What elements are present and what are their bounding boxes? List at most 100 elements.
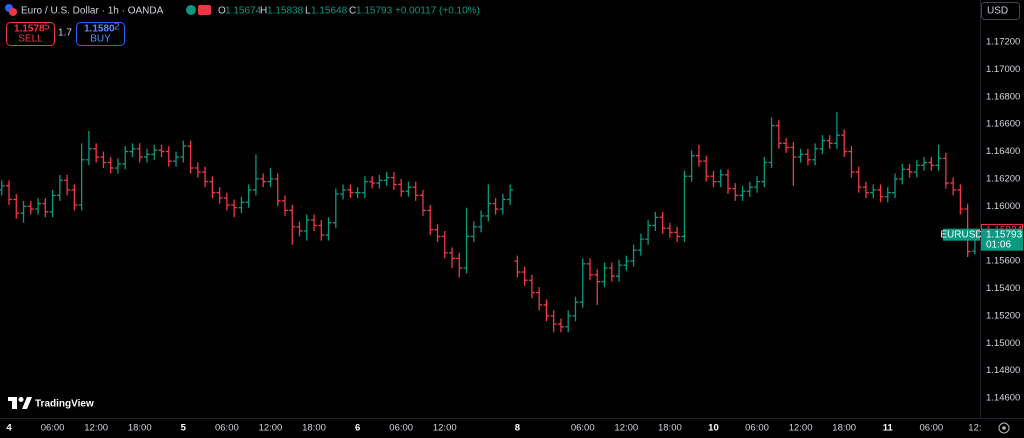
ohlc-bar <box>754 176 761 193</box>
flag-icon <box>9 8 17 16</box>
ohlc-bar <box>485 184 492 222</box>
ohlc-bar <box>703 155 710 182</box>
ohlc-bar <box>623 255 630 271</box>
logo-mark <box>8 397 17 409</box>
ohlc-bar <box>543 299 550 322</box>
ohlc-bar <box>666 222 673 238</box>
x-tick-label: 12:00 <box>614 423 638 434</box>
ohlc-bar <box>427 204 434 236</box>
ohlc-bar <box>441 230 448 259</box>
axes: 1.14600 1.14800 1.15000 1.15200 1.15400 1.156… <box>6 37 1020 434</box>
buy-pip: 2 <box>114 22 120 33</box>
x-tick-label: 06:00 <box>919 423 943 434</box>
ohlc-bar <box>884 187 891 203</box>
x-tick-label: 12:00 <box>259 423 283 434</box>
y-tick-label: 1.16400 <box>986 146 1020 157</box>
y-tick-label: 1.17000 <box>986 64 1020 75</box>
settings-button[interactable] <box>998 422 1010 434</box>
ohlc-bar <box>13 194 20 219</box>
symbol-box <box>943 228 980 241</box>
x-tick-label: 10 <box>708 423 719 434</box>
ohlc-bar <box>398 178 405 197</box>
ohlc-bar <box>267 167 274 188</box>
ohlc-bar <box>27 200 34 215</box>
ohlc-bar <box>311 214 318 231</box>
symbol-header: Euro / U.S. Dollar · 1h · OANDA O 1.1567… <box>5 4 480 17</box>
ohlc-bar <box>238 196 245 214</box>
logo-text: TradingView <box>35 399 94 410</box>
ohlc-bar <box>688 150 695 182</box>
ohlc-bar <box>855 166 862 193</box>
ohlc-bar <box>143 148 150 163</box>
y-tick-label: 1.16200 <box>986 173 1020 184</box>
ohlc-bar <box>587 258 594 281</box>
last-price-label: 1.15793 <box>986 229 1023 240</box>
ohlc-bar <box>49 189 56 218</box>
logo: TradingView <box>8 397 94 410</box>
ohlc-bar <box>833 111 840 149</box>
ohlc-bar <box>928 157 935 171</box>
ohlc-bars <box>0 111 978 333</box>
y-tick-label: 1.14600 <box>986 393 1020 404</box>
ohlc-bar <box>100 151 107 168</box>
ohlc-bar <box>935 144 942 171</box>
y-tick-label: 1.16000 <box>986 201 1020 212</box>
ohlc-bar <box>136 143 143 163</box>
ohlc-bar <box>768 117 775 168</box>
ohlc-bar <box>913 159 920 178</box>
x-tick-label: 12:00 <box>84 423 108 434</box>
ohlc-bar <box>354 187 361 199</box>
x-tick-label: 8 <box>515 423 520 434</box>
sell-label: SELL <box>18 34 43 45</box>
ohlc-label: O <box>218 6 226 17</box>
ohlc-bar <box>724 169 731 195</box>
ohlc-bar <box>0 180 5 196</box>
ohlc-bar <box>296 221 303 237</box>
ohlc-bar <box>746 181 753 197</box>
trade-buttons: 1.1578 5 SELL 1.7 1.1580 2 BUY <box>6 22 125 46</box>
ohlc-bar <box>492 198 499 215</box>
x-tick-label: 18:00 <box>302 423 326 434</box>
ohlc-bar <box>383 172 390 186</box>
sell-button[interactable] <box>6 22 55 46</box>
ohlc-bar <box>456 252 463 278</box>
ohlc-bar <box>376 174 383 189</box>
ohlc-bar <box>906 163 913 178</box>
ohlc-bar <box>659 211 666 234</box>
ohlc-bar <box>630 244 637 267</box>
buy-button[interactable] <box>76 22 125 46</box>
ohlc-bar <box>717 169 724 188</box>
symbol-title: Euro / U.S. Dollar · 1h · OANDA <box>21 6 164 17</box>
ohlc-bar <box>921 157 928 171</box>
ohlc-label: L <box>305 6 311 17</box>
x-tick-label: 11 <box>883 423 894 434</box>
ohlc-bar <box>165 146 172 167</box>
ohlc-bar <box>325 217 332 241</box>
ohlc-bar <box>303 214 310 241</box>
ohlc-bar <box>478 210 485 233</box>
ohlc-bar <box>56 174 63 201</box>
ohlc-bar <box>281 195 288 216</box>
ohlc-bar <box>361 176 368 199</box>
ohlc-bar <box>194 162 201 178</box>
ohlc-value: 1.15793 <box>356 6 393 17</box>
x-tick-label: 12: <box>968 423 981 434</box>
ohlc-bar <box>64 174 71 196</box>
ohlc-label: H <box>260 6 267 17</box>
x-tick-label: 06:00 <box>215 423 239 434</box>
ohlc-bar <box>463 207 470 274</box>
y-tick-label: 1.15600 <box>986 256 1020 267</box>
y-tick-label: 1.15000 <box>986 338 1020 349</box>
ohlc-bar <box>260 173 267 188</box>
ohlc-bar <box>122 146 129 170</box>
ohlc-bar <box>826 135 833 149</box>
status-icon <box>186 5 196 15</box>
ohlc-bar <box>557 318 564 333</box>
ohlc-bar <box>20 200 27 223</box>
ohlc-bar <box>950 177 957 196</box>
ohlc-bar <box>957 184 964 215</box>
currency-button[interactable] <box>981 2 1020 20</box>
ohlc-bar <box>608 262 615 282</box>
